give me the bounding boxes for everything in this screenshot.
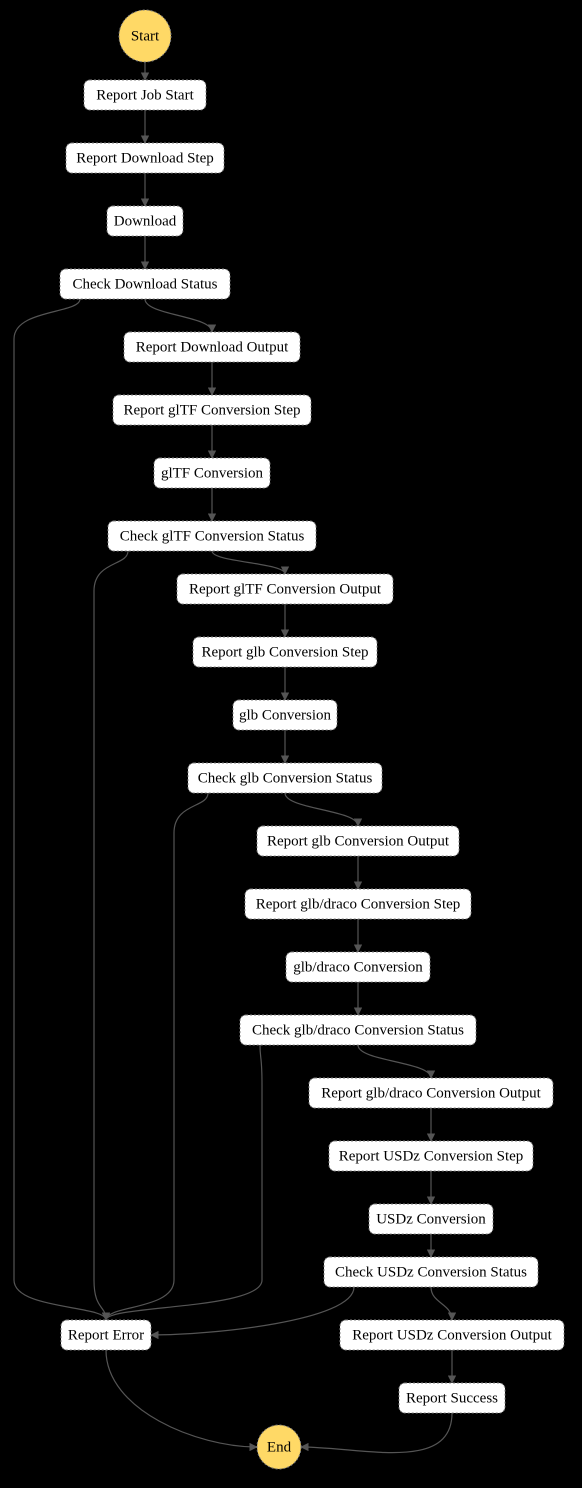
flowchart-node-label: glb Conversion (239, 707, 332, 723)
flowchart-edge (431, 1287, 452, 1320)
flowchart-node-label: Check USDz Conversion Status (335, 1264, 527, 1280)
flowchart-edge (151, 1287, 354, 1335)
flowchart-edge (106, 1045, 262, 1320)
flowchart-node-label: Report glb/draco Conversion Step (256, 896, 461, 912)
flowchart-node-label: glb/draco Conversion (293, 959, 423, 975)
flowchart-node-label: Check Download Status (73, 276, 218, 292)
flowchart-edge (145, 299, 212, 332)
flowchart-node-label: Check glb Conversion Status (198, 770, 373, 786)
flowchart-node-label: End (267, 1439, 292, 1455)
flowchart-node-label: Report glb Conversion Output (267, 833, 450, 849)
flowchart-edge (301, 1413, 452, 1453)
flowchart-node-label: Report glb/draco Conversion Output (321, 1085, 541, 1101)
flowchart-node-label: glTF Conversion (161, 465, 264, 481)
flowchart-node-label: Download (114, 213, 177, 229)
flowchart-edge (14, 299, 106, 1320)
flowchart-edge (212, 551, 285, 574)
flowchart-node-label: Check glTF Conversion Status (120, 528, 305, 544)
flowchart-edge (106, 793, 208, 1320)
flowchart-node-label: Report glb Conversion Step (201, 644, 368, 660)
flowchart-node-label: Report Error (68, 1327, 144, 1343)
flowchart-node-label: USDz Conversion (376, 1211, 486, 1227)
flowchart-node-label: Check glb/draco Conversion Status (252, 1022, 464, 1038)
flowchart-node-label: Report USDz Conversion Output (352, 1327, 552, 1343)
flowchart-node-label: Report Download Output (136, 339, 289, 355)
flowchart-edge (285, 793, 358, 826)
flowchart-node-label: Report USDz Conversion Step (339, 1148, 524, 1164)
flowchart-node-label: Report Download Step (76, 150, 213, 166)
flowchart-edge (106, 1350, 257, 1447)
flowchart-edge (94, 551, 128, 1320)
flowchart-node-label: Report Job Start (96, 87, 194, 103)
flowchart-node-label: Report Success (406, 1390, 498, 1406)
flowchart-edge (358, 1045, 431, 1078)
flowchart-node-label: Start (131, 28, 160, 44)
flowchart-node-label: Report glTF Conversion Step (123, 402, 300, 418)
flowchart-node-label: Report glTF Conversion Output (189, 581, 382, 597)
